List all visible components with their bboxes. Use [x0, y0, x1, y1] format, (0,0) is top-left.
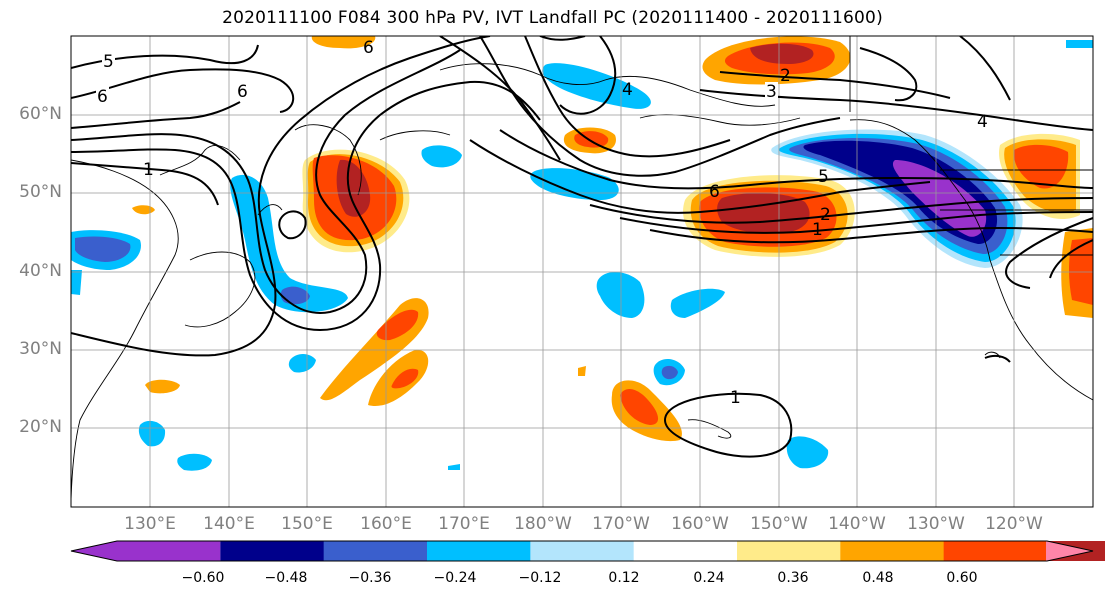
map-title: 2020111100 F084 300 hPa PV, IVT Landfall…: [222, 8, 883, 28]
coastlines: [71, 36, 1093, 501]
latitude-label: 20°N: [19, 417, 62, 437]
negative-anomaly: [288, 354, 316, 373]
positive-anomaly: [132, 205, 155, 215]
negative-anomaly: [177, 453, 212, 471]
longitude-label: 130°E: [124, 514, 176, 534]
colorbar-segments: [71, 541, 1105, 561]
longitude-label: 160°W: [671, 514, 729, 534]
colorbar-segment: [530, 541, 635, 561]
latitude-label: 50°N: [19, 182, 62, 202]
graticule: [71, 36, 1093, 507]
positive-anomaly: [1013, 144, 1069, 189]
positive-anomaly: [750, 43, 814, 64]
longitude-label: 130°W: [907, 514, 965, 534]
longitude-label: 150°W: [750, 514, 808, 534]
negative-anomaly: [75, 236, 131, 262]
colorbar-segment: [427, 541, 531, 561]
colorbar-segment: [1046, 541, 1093, 561]
colorbar-segment: [220, 541, 325, 561]
longitude-label: 160°E: [360, 514, 412, 534]
colorbar-tick-label: −0.36: [348, 570, 392, 586]
colorbar-tick-label: −0.24: [433, 570, 477, 586]
longitude-label: 140°W: [828, 514, 886, 534]
longitude-label: 120°W: [985, 514, 1043, 534]
negative-anomaly: [596, 271, 645, 318]
negative-anomaly: [1066, 40, 1093, 48]
negative-anomaly: [542, 63, 651, 109]
colorbar-segment: [323, 541, 428, 561]
negative-anomaly: [280, 286, 310, 305]
longitude-label: 150°E: [281, 514, 333, 534]
colorbar-segment: [737, 541, 841, 561]
latitude-label: 40°N: [19, 261, 62, 281]
negative-anomaly: [448, 464, 460, 470]
positive-anomaly: [620, 388, 659, 425]
colorbar-outline: [70, 540, 1094, 562]
negative-anomaly: [138, 420, 166, 447]
longitude-label: 170°E: [438, 514, 490, 534]
filled-anomaly-layer: [71, 36, 1093, 471]
longitude-label: 170°W: [592, 514, 650, 534]
colorbar-tick-label: −0.60: [181, 570, 225, 586]
positive-anomaly: [311, 36, 376, 49]
map-frame: [70, 35, 1094, 508]
negative-anomaly: [670, 288, 725, 318]
positive-anomaly: [578, 366, 586, 376]
positive-anomaly: [391, 368, 419, 389]
positive-anomaly: [336, 159, 371, 217]
colorbar-tick-label: −0.48: [264, 570, 308, 586]
negative-anomaly: [661, 365, 678, 380]
pv-contours: [71, 36, 1093, 458]
colorbar-tick-label: 0.60: [946, 570, 978, 586]
colorbar-tick-label: 0.36: [777, 570, 809, 586]
colorbar-tick-label: 0.48: [862, 570, 894, 586]
latitude-label: 30°N: [19, 339, 62, 359]
negative-anomaly: [786, 436, 829, 469]
longitude-label: 140°E: [203, 514, 255, 534]
colorbar-tick-label: 0.24: [693, 570, 725, 586]
negative-anomaly: [892, 160, 987, 237]
longitude-label: 180°W: [514, 514, 572, 534]
colorbar-segment: [840, 541, 945, 561]
colorbar-tick-label: −0.12: [518, 570, 562, 586]
positive-anomaly: [145, 379, 180, 394]
colorbar-tick-label: 0.12: [608, 570, 640, 586]
negative-anomaly: [71, 270, 82, 295]
positive-anomaly: [376, 309, 419, 341]
colorbar-segment: [633, 541, 738, 561]
colorbar-segment: [943, 541, 1048, 561]
colorbar-segment: [71, 541, 221, 561]
negative-anomaly: [421, 145, 462, 168]
latitude-label: 60°N: [19, 104, 62, 124]
